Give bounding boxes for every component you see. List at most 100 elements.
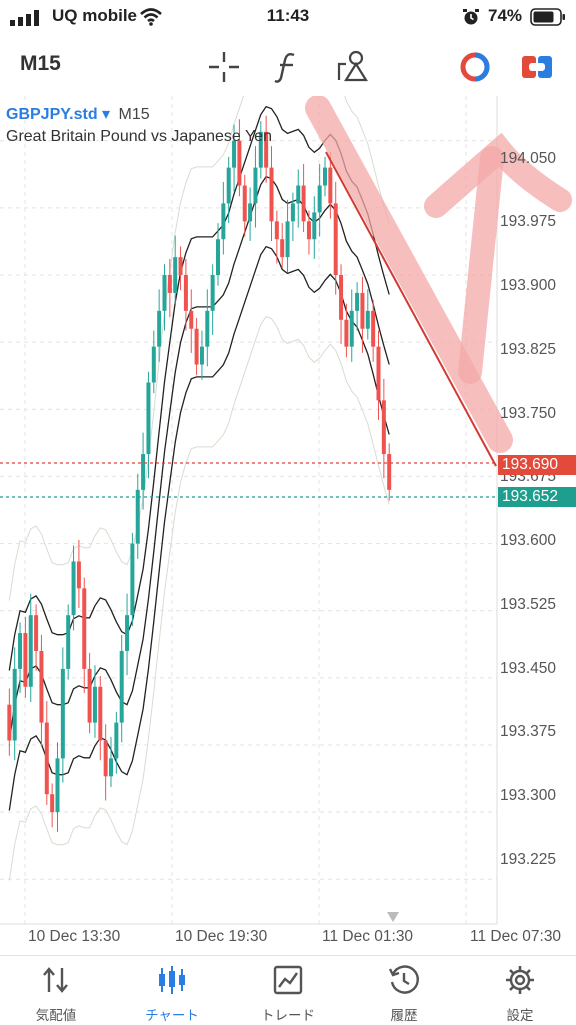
lower-band-line bbox=[8, 245, 390, 811]
timeframe-button[interactable]: M15 bbox=[20, 52, 61, 75]
price-axis-label: 193.975 bbox=[500, 213, 557, 230]
time-axis-label: 10 Dec 13:30 bbox=[28, 928, 121, 945]
bear-candle bbox=[34, 615, 39, 651]
bottom-tab-bar: 気配値 チャート トレード 履歴 設定 bbox=[0, 955, 576, 1025]
trade-signal-icon[interactable] bbox=[458, 52, 492, 82]
symbol-description: Great Britain Pound vs Japanese Yen bbox=[6, 128, 272, 145]
tab-label: 履歴 bbox=[390, 1008, 418, 1023]
bull-candle bbox=[66, 615, 71, 669]
tab-label: 気配値 bbox=[35, 1008, 77, 1023]
bull-candle bbox=[285, 221, 290, 258]
bull-candle bbox=[114, 722, 119, 759]
bear-candle bbox=[50, 794, 55, 813]
bull-candle bbox=[12, 668, 17, 741]
price-axis-label: 193.750 bbox=[500, 405, 557, 422]
time-axis-label: 11 Dec 01:30 bbox=[322, 928, 414, 945]
chart-toolbar: M15 bbox=[0, 40, 576, 92]
bull-candle bbox=[248, 203, 253, 222]
bull-candle bbox=[349, 310, 354, 347]
bear-candle bbox=[376, 346, 381, 401]
bear-candle bbox=[189, 310, 194, 329]
symbol-header: GBPJPY.std ▾ M15 Great Britain Pound vs … bbox=[6, 104, 272, 148]
tab-settings[interactable]: 設定 bbox=[472, 956, 568, 1025]
bull-candle bbox=[216, 239, 220, 276]
symbol-name[interactable]: GBPJPY.std bbox=[6, 106, 98, 123]
crosshair-icon[interactable] bbox=[207, 50, 241, 84]
bull-candle bbox=[199, 346, 204, 365]
bull-candle bbox=[317, 185, 322, 213]
bear-candle bbox=[328, 167, 333, 204]
bear-candle bbox=[178, 257, 183, 276]
tab-label: トレード bbox=[261, 1008, 315, 1023]
bear-candle bbox=[269, 167, 274, 222]
bear-candle bbox=[87, 668, 92, 723]
bear-candle bbox=[237, 140, 242, 186]
bull-candle bbox=[71, 561, 76, 616]
bull-candle bbox=[258, 131, 263, 168]
bull-candle bbox=[173, 257, 178, 293]
bull-candle bbox=[226, 167, 231, 204]
tab-trade[interactable]: トレード bbox=[240, 956, 336, 1025]
outer-upper-band-line bbox=[8, 96, 390, 601]
price-axis-label: 193.825 bbox=[500, 341, 557, 358]
bear-candle bbox=[82, 588, 87, 669]
bull-candle bbox=[221, 203, 226, 240]
bull-candle bbox=[296, 185, 301, 204]
moving-average-line bbox=[8, 175, 390, 741]
bull-candle bbox=[232, 140, 237, 168]
clock-time: 11:43 bbox=[266, 6, 310, 25]
bear-candle bbox=[103, 740, 108, 777]
chart-timeframe: M15 bbox=[118, 106, 150, 123]
bear-candle bbox=[387, 454, 392, 490]
function-icon[interactable] bbox=[272, 50, 302, 84]
tab-label: 設定 bbox=[506, 1008, 534, 1023]
bull-candle bbox=[205, 310, 210, 347]
objects-icon[interactable] bbox=[336, 48, 370, 84]
bull-candle bbox=[130, 543, 135, 616]
time-axis-label: 10 Dec 19:30 bbox=[175, 928, 268, 945]
status-bar: UQ mobile 11:43 74% bbox=[0, 0, 576, 34]
bear-candle bbox=[7, 704, 12, 741]
bear-candle bbox=[242, 185, 247, 222]
bear-candle bbox=[381, 400, 386, 455]
bull-candle bbox=[323, 167, 327, 186]
bull-candle bbox=[365, 310, 370, 329]
chart-canvas[interactable] bbox=[0, 96, 576, 954]
bull-candle bbox=[146, 382, 151, 455]
one-click-trade-icon[interactable] bbox=[520, 52, 554, 82]
symbol-dropdown-icon[interactable]: ▾ bbox=[102, 106, 111, 123]
bull-candle bbox=[119, 650, 124, 723]
bull-candle bbox=[312, 212, 317, 240]
bull-candle bbox=[92, 686, 97, 723]
bull-candle bbox=[157, 310, 162, 347]
bear-candle bbox=[274, 221, 279, 240]
bull-candle bbox=[141, 454, 146, 490]
bull-candle bbox=[355, 292, 360, 311]
annotation-stroke bbox=[305, 96, 513, 453]
price-axis-label: 193.300 bbox=[500, 787, 557, 804]
bear-candle bbox=[360, 292, 365, 329]
bear-candle bbox=[333, 203, 338, 276]
annotation-stroke bbox=[458, 146, 504, 384]
bear-candle bbox=[264, 131, 269, 168]
battery-icon bbox=[530, 8, 565, 26]
current-bar-marker bbox=[387, 912, 399, 922]
price-axis-label: 193.225 bbox=[500, 851, 557, 868]
time-axis-label: 11 Dec 07:30 bbox=[470, 928, 562, 945]
bid-price-tag: 193.652 bbox=[498, 487, 576, 507]
quotes-icon bbox=[43, 967, 68, 993]
price-axis-label: 193.525 bbox=[500, 596, 557, 613]
bear-candle bbox=[183, 275, 188, 311]
tab-history[interactable]: 履歴 bbox=[356, 956, 452, 1025]
bear-candle bbox=[306, 221, 311, 240]
bear-candle bbox=[339, 275, 344, 320]
carrier-name: UQ mobile bbox=[52, 6, 138, 25]
bear-candle bbox=[98, 686, 103, 741]
bull-candle bbox=[135, 489, 140, 544]
price-chart[interactable] bbox=[0, 96, 576, 954]
bull-candle bbox=[60, 668, 65, 759]
signal-icon bbox=[10, 10, 39, 26]
tab-quotes[interactable]: 気配値 bbox=[8, 956, 104, 1025]
tab-chart[interactable]: チャート bbox=[124, 956, 220, 1025]
bear-candle bbox=[39, 650, 44, 723]
